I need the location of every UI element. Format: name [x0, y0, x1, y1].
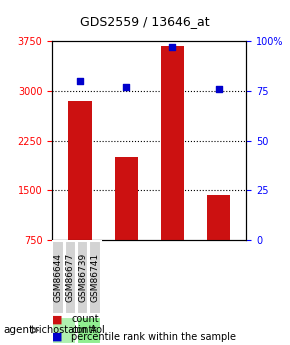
- Text: GDS2559 / 13646_at: GDS2559 / 13646_at: [80, 16, 210, 29]
- FancyBboxPatch shape: [52, 317, 76, 344]
- Point: [124, 84, 128, 90]
- FancyBboxPatch shape: [77, 317, 101, 344]
- Bar: [161, 46, 184, 240]
- FancyBboxPatch shape: [52, 241, 64, 314]
- Point: [216, 86, 221, 92]
- Text: percentile rank within the sample: percentile rank within the sample: [71, 332, 236, 342]
- Text: GSM86677: GSM86677: [66, 253, 75, 302]
- Bar: [115, 157, 138, 240]
- Text: GSM86739: GSM86739: [78, 253, 87, 302]
- Text: ■: ■: [52, 332, 63, 342]
- Text: agent: agent: [3, 325, 33, 335]
- Text: control: control: [72, 325, 106, 335]
- Point: [170, 45, 175, 50]
- FancyBboxPatch shape: [77, 241, 88, 314]
- FancyBboxPatch shape: [89, 241, 101, 314]
- Text: GSM86741: GSM86741: [90, 253, 99, 302]
- Text: ■: ■: [52, 314, 63, 324]
- Point: [78, 78, 82, 84]
- Bar: [207, 196, 230, 240]
- Text: trichostatin A: trichostatin A: [32, 325, 97, 335]
- Bar: [68, 101, 92, 240]
- Text: count: count: [71, 314, 99, 324]
- FancyBboxPatch shape: [65, 241, 76, 314]
- Text: GSM86644: GSM86644: [54, 253, 63, 302]
